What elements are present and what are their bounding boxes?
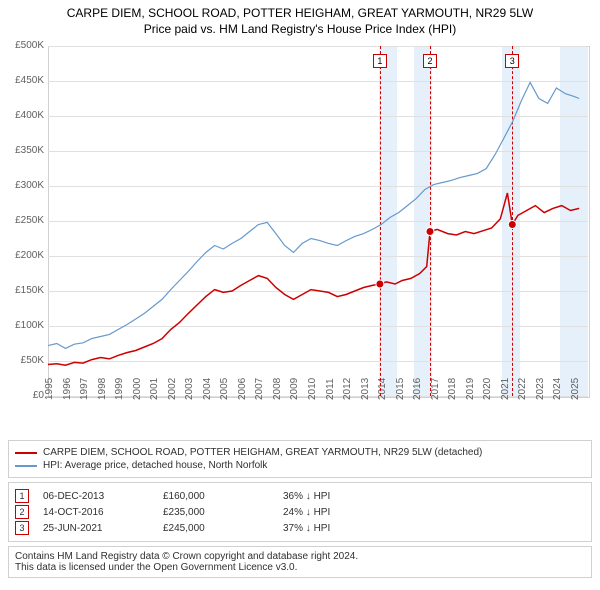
- sale-point: [426, 228, 434, 236]
- legend-item: HPI: Average price, detached house, Nort…: [15, 460, 585, 471]
- chart-subtitle: Price paid vs. HM Land Registry's House …: [0, 22, 600, 36]
- legend-swatch: [15, 465, 37, 467]
- sale-point: [508, 221, 516, 229]
- sales-row-date: 06-DEC-2013: [43, 491, 163, 502]
- sales-row-marker: 2: [15, 505, 29, 519]
- attribution: Contains HM Land Registry data © Crown c…: [8, 546, 592, 578]
- sale-point: [376, 280, 384, 288]
- legend-label: HPI: Average price, detached house, Nort…: [43, 460, 267, 471]
- legend-label: CARPE DIEM, SCHOOL ROAD, POTTER HEIGHAM,…: [43, 447, 482, 458]
- chart-title: CARPE DIEM, SCHOOL ROAD, POTTER HEIGHAM,…: [0, 6, 600, 20]
- sales-row-date: 25-JUN-2021: [43, 523, 163, 534]
- sales-row: 1 06-DEC-2013£160,00036% ↓ HPI: [15, 489, 585, 503]
- sales-row: 3 25-JUN-2021£245,00037% ↓ HPI: [15, 521, 585, 535]
- chart-area: £0£50K£100K£150K£200K£250K£300K£350K£400…: [0, 36, 600, 436]
- legend-item: CARPE DIEM, SCHOOL ROAD, POTTER HEIGHAM,…: [15, 447, 585, 458]
- legend-swatch: [15, 452, 37, 454]
- sales-row-marker: 3: [15, 521, 29, 535]
- sales-table: 1 06-DEC-2013£160,00036% ↓ HPI 2 14-OCT-201…: [8, 482, 592, 542]
- sales-row-price: £235,000: [163, 507, 283, 518]
- sales-row-date: 14-OCT-2016: [43, 507, 163, 518]
- sales-row-marker: 1: [15, 489, 29, 503]
- sales-row-diff: 37% ↓ HPI: [283, 523, 585, 534]
- series-hpi: [48, 82, 579, 348]
- sales-row-diff: 36% ↓ HPI: [283, 491, 585, 502]
- chart-svg: [0, 36, 600, 436]
- legend: CARPE DIEM, SCHOOL ROAD, POTTER HEIGHAM,…: [8, 440, 592, 478]
- sales-row-diff: 24% ↓ HPI: [283, 507, 585, 518]
- sales-row: 2 14-OCT-2016£235,00024% ↓ HPI: [15, 505, 585, 519]
- attribution-line: This data is licensed under the Open Gov…: [15, 562, 585, 573]
- series-price_paid: [48, 193, 579, 365]
- sales-row-price: £245,000: [163, 523, 283, 534]
- chart-titles: CARPE DIEM, SCHOOL ROAD, POTTER HEIGHAM,…: [0, 0, 600, 36]
- sales-row-price: £160,000: [163, 491, 283, 502]
- attribution-line: Contains HM Land Registry data © Crown c…: [15, 551, 585, 562]
